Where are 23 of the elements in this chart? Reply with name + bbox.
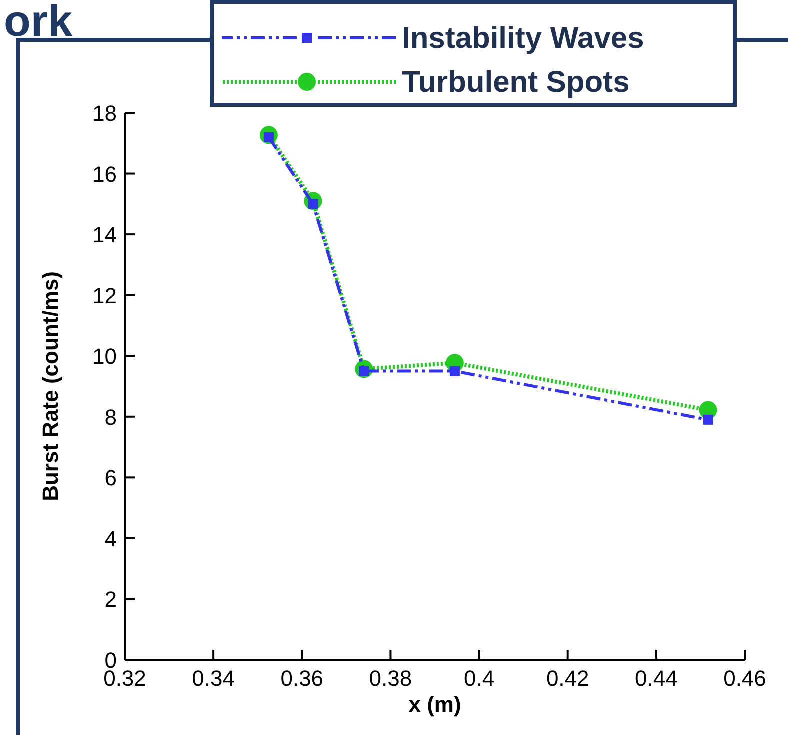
y-tick-label: 4 bbox=[104, 526, 117, 552]
x-tick-label: 0.44 bbox=[635, 666, 678, 691]
y-tick-label: 14 bbox=[92, 222, 117, 248]
x-axis-title: x (m) bbox=[408, 692, 462, 717]
x-tick-label: 0.46 bbox=[724, 666, 766, 691]
chart-title: ork bbox=[4, 0, 73, 46]
x-tick-label: 0.34 bbox=[192, 666, 235, 691]
x-tick-label: 0.36 bbox=[280, 666, 324, 691]
x-tick-label: 0.42 bbox=[546, 666, 590, 691]
y-tick-label: 16 bbox=[92, 162, 117, 187]
x-tick-label: 0.4 bbox=[464, 666, 495, 691]
x-tick-label: 0.38 bbox=[369, 666, 412, 691]
y-tick-label: 8 bbox=[104, 404, 117, 430]
point bbox=[703, 414, 714, 425]
y-tick-label: 2 bbox=[104, 587, 117, 612]
legend-label: Turbulent Spots bbox=[402, 66, 630, 99]
y-axis-title: Burst Rate (count/ms) bbox=[38, 272, 63, 502]
y-tick-label: 6 bbox=[104, 466, 117, 491]
legend-label: Instability Waves bbox=[402, 22, 644, 55]
y-tick-label: 10 bbox=[92, 344, 117, 370]
point bbox=[450, 366, 460, 376]
y-tick-label: 12 bbox=[92, 283, 117, 308]
y-tick-label: 18 bbox=[92, 101, 117, 126]
